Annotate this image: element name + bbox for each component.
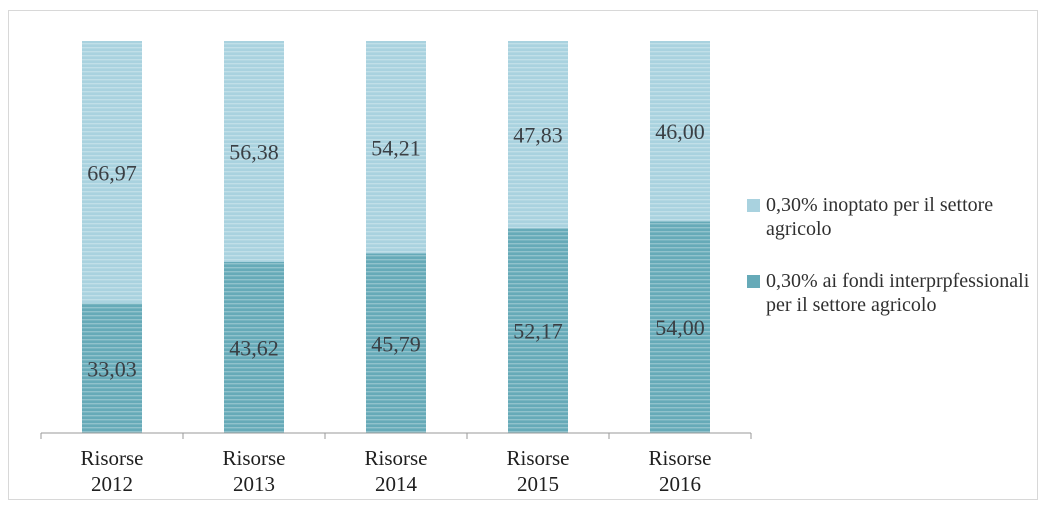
bar-texture-fondi-1 xyxy=(82,303,142,433)
chart-frame: 33,03 66,97 43,62 56,38 45,79 54,21 52,17 47,83… xyxy=(8,10,1038,500)
category-label-3-line-1: Risorse xyxy=(365,446,428,470)
category-label-2-line-2: 2013 xyxy=(233,472,275,496)
category-label-5-line-2: 2016 xyxy=(659,472,701,496)
value-label-inoptato-2: 56,38 xyxy=(229,140,279,165)
category-label-2-line-1: Risorse xyxy=(223,446,286,470)
value-label-fondi-2: 43,62 xyxy=(229,336,279,361)
bar-texture-fondi-5 xyxy=(650,221,710,433)
bar-texture-fondi-4 xyxy=(508,228,568,433)
legend-swatch-fondi xyxy=(747,275,760,288)
value-label-inoptato-5: 46,00 xyxy=(655,119,705,144)
legend-label-inoptato: 0,30% inoptato per il settore agricolo xyxy=(766,194,994,240)
category-label-4-line-1: Risorse xyxy=(507,446,570,470)
bar-texture-fondi-3 xyxy=(366,253,426,433)
value-label-fondi-3: 45,79 xyxy=(371,331,421,356)
category-label-3-line-2: 2014 xyxy=(375,472,418,496)
value-label-inoptato-1: 66,97 xyxy=(87,160,137,185)
stacked-bar-chart: 33,03 66,97 43,62 56,38 45,79 54,21 52,17 47,83… xyxy=(40,41,752,496)
category-label-5-line-1: Risorse xyxy=(649,446,712,470)
value-label-inoptato-4: 47,83 xyxy=(513,123,563,148)
bar-texture-inoptato-2 xyxy=(224,41,284,263)
legend: 0,30% inoptato per il settore agricolo 0… xyxy=(747,193,1037,345)
category-label-1-line-1: Risorse xyxy=(81,446,144,470)
value-label-fondi-4: 52,17 xyxy=(513,319,563,344)
category-labels-layer: Risorse2012Risorse2013Risorse2014Risorse… xyxy=(81,446,712,496)
value-label-inoptato-3: 54,21 xyxy=(371,135,421,160)
bar-texture-fondi-2 xyxy=(224,262,284,433)
bar-texture-inoptato-3 xyxy=(366,41,426,254)
value-label-fondi-5: 54,00 xyxy=(655,315,705,340)
bars-layer xyxy=(82,41,710,433)
legend-item-fondi: 0,30% ai fondi interprpfessionali per il… xyxy=(747,269,1037,317)
category-label-1-line-2: 2012 xyxy=(91,472,133,496)
legend-label-fondi: 0,30% ai fondi interprpfessionali per il… xyxy=(766,270,1030,316)
legend-swatch-inoptato xyxy=(747,199,760,212)
x-ticks-layer xyxy=(40,433,752,439)
value-labels-layer: 33,03 66,97 43,62 56,38 45,79 54,21 52,17 47,83… xyxy=(87,119,705,381)
legend-item-inoptato: 0,30% inoptato per il settore agricolo xyxy=(747,193,1037,241)
bar-texture-inoptato-1 xyxy=(82,41,142,304)
bar-texture-inoptato-4 xyxy=(508,41,568,229)
bar-texture-inoptato-5 xyxy=(650,41,710,222)
value-label-fondi-1: 33,03 xyxy=(87,356,137,381)
category-label-4-line-2: 2015 xyxy=(517,472,559,496)
